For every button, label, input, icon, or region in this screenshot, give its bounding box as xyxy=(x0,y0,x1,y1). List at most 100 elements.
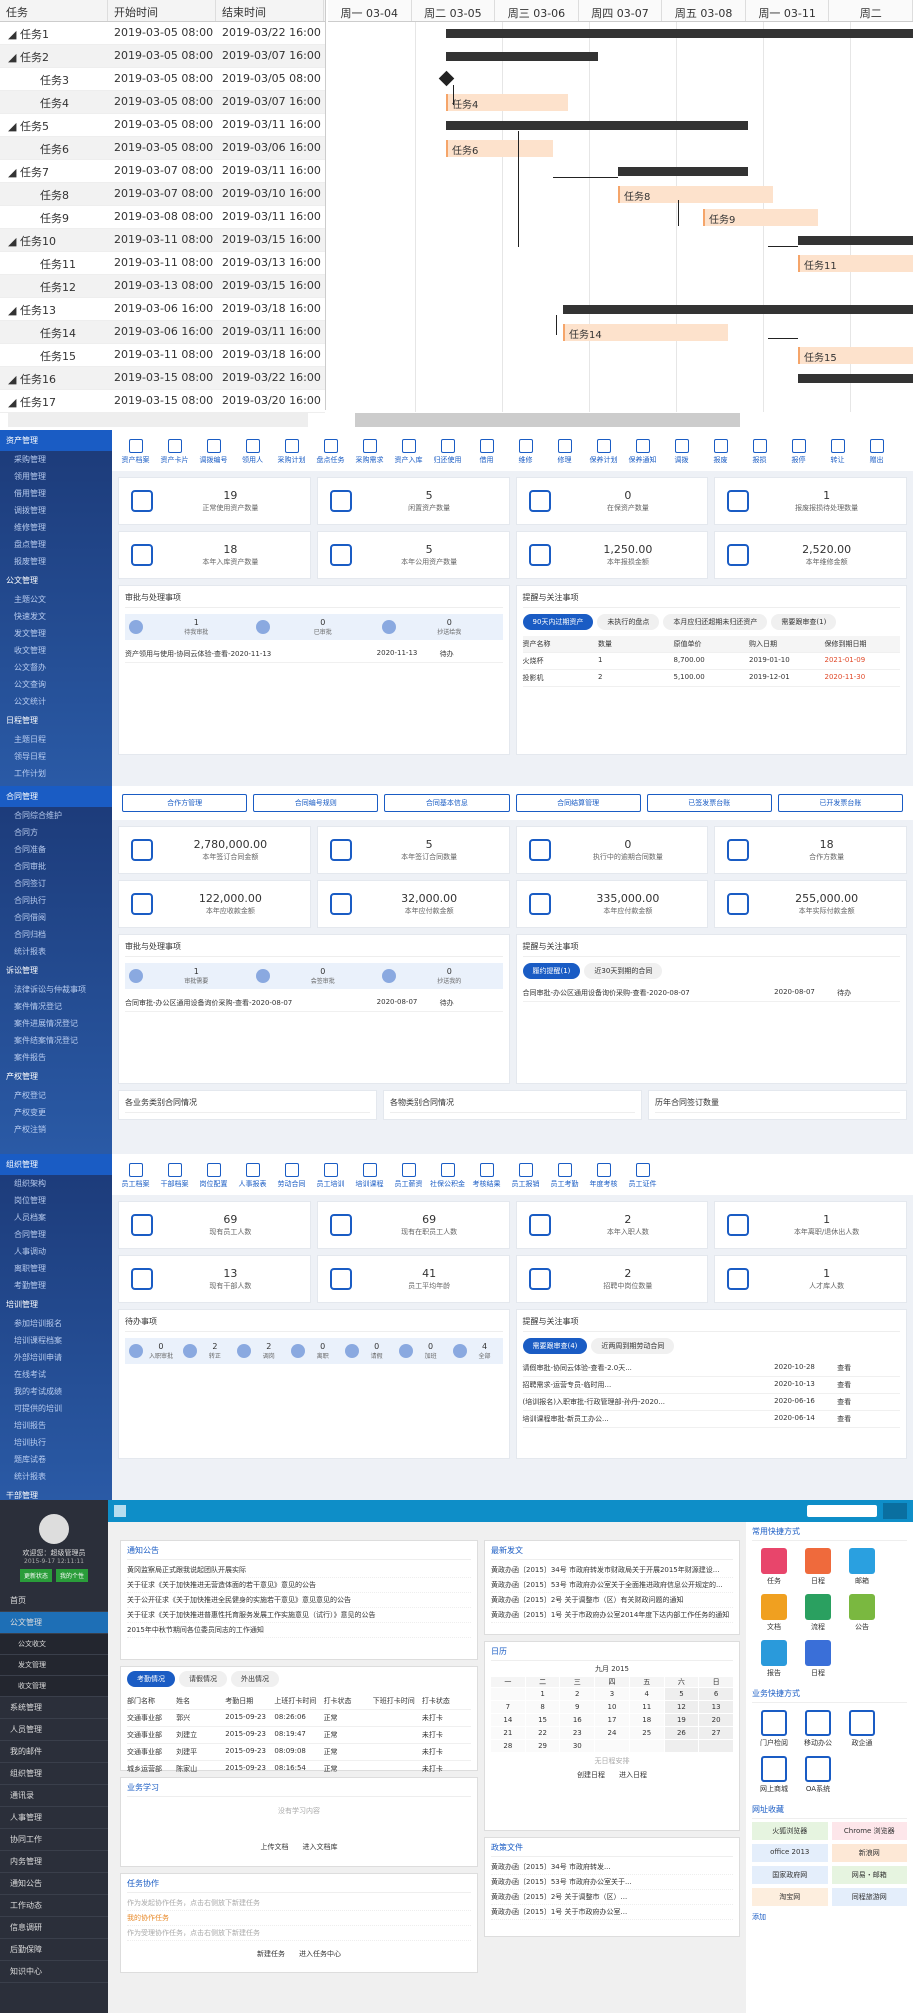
gantt-table-scrollbar[interactable] xyxy=(8,413,308,427)
sidebar-item[interactable]: 主题公文 xyxy=(14,595,46,604)
gantt-row[interactable]: ◢ 任务16 2019-03-15 08:00 2019-03/22 16:00 xyxy=(0,367,325,390)
sidebar-item[interactable]: 调拨管理 xyxy=(14,506,46,515)
sidebar-item[interactable]: 人员管理 xyxy=(0,1719,108,1741)
sidebar-item[interactable]: 诉讼管理 xyxy=(6,966,38,975)
sidebar-item[interactable]: 合同方 xyxy=(14,828,38,837)
todo-stat[interactable]: 0 加班 xyxy=(398,1342,445,1360)
add-link-button[interactable]: 添加 xyxy=(752,1913,766,1921)
calendar-day[interactable]: 24 xyxy=(595,1727,629,1739)
doc-library-button[interactable]: 进入文档库 xyxy=(302,1843,338,1851)
gantt-row[interactable]: 任务11 2019-03-11 08:00 2019-03/13 16:00 xyxy=(0,252,325,275)
toolbar-item[interactable]: 报停 xyxy=(779,436,818,465)
gantt-row[interactable]: 任务3 2019-03-05 08:00 2019-03/05 08:00 xyxy=(0,68,325,91)
sidebar-item[interactable]: 案件情况登记 xyxy=(14,1002,62,1011)
bookmark-link[interactable]: 淘宝网 xyxy=(752,1888,828,1906)
sidebar-item[interactable]: 发文管理 xyxy=(0,1655,108,1676)
menu-icon[interactable] xyxy=(114,1505,126,1517)
stat-card[interactable]: 18 合作方数量 xyxy=(714,826,907,874)
sidebar-item[interactable]: 合同借阅 xyxy=(14,913,46,922)
shortcut-tile[interactable]: OA系统 xyxy=(802,1756,834,1794)
sidebar-item[interactable]: 发文管理 xyxy=(14,629,46,638)
stat-card[interactable]: 5 本年签订合同数量 xyxy=(316,826,510,874)
calendar-day[interactable]: 4 xyxy=(629,1688,664,1700)
sidebar-item[interactable]: 工作计划 xyxy=(14,769,46,778)
toolbar-item[interactable]: 采购需求 xyxy=(350,436,389,465)
stat-card[interactable]: 13 现有干部人数 xyxy=(118,1255,311,1303)
sidebar-item[interactable]: 培训报告 xyxy=(14,1421,46,1430)
gantt-row[interactable]: 任务12 2019-03-13 08:00 2019-03/15 16:00 xyxy=(0,275,325,298)
calendar-day[interactable]: 21 xyxy=(491,1727,525,1739)
sidebar-item[interactable]: 合同管理 xyxy=(14,1230,46,1239)
calendar-day[interactable]: 23 xyxy=(560,1727,595,1739)
toolbar-item[interactable]: 盘点任务 xyxy=(311,436,350,465)
todo-stat[interactable]: 0 入职审批 xyxy=(129,1342,175,1360)
tab[interactable]: 需要跟审查(1) xyxy=(771,614,837,630)
toolbar-item[interactable]: 劳动合同 xyxy=(272,1160,311,1189)
list-item[interactable]: 我的协作任务 xyxy=(127,1911,471,1926)
table-row[interactable]: 投影机 2 5,100.00 2019-12-01 2020-11-30 xyxy=(522,670,900,687)
gantt-row[interactable]: 任务14 2019-03-06 16:00 2019-03/11 16:00 xyxy=(0,321,325,344)
task-bar[interactable]: 任务4 xyxy=(446,94,568,111)
sidebar-item[interactable]: 通知公告 xyxy=(0,1873,108,1895)
todo-stat[interactable]: 1 待我审批 xyxy=(129,618,246,636)
gantt-row[interactable]: 任务6 2019-03-05 08:00 2019-03/06 16:00 xyxy=(0,137,325,160)
sidebar-item[interactable]: 内务管理 xyxy=(0,1851,108,1873)
file-item[interactable]: 黄政办函〔2015〕2号 关于调整市（区）... xyxy=(491,1890,733,1905)
toolbar-item[interactable]: 社保公积金 xyxy=(428,1160,467,1189)
sidebar-item[interactable]: 法律诉讼与仲裁事项 xyxy=(14,985,86,994)
sidebar-item[interactable]: 培训管理 xyxy=(6,1300,38,1309)
sidebar-item[interactable]: 后勤保障 xyxy=(0,1939,108,1961)
calendar-day[interactable]: 10 xyxy=(595,1701,629,1713)
sidebar-item[interactable]: 公文查询 xyxy=(14,680,46,689)
task-center-button[interactable]: 进入任务中心 xyxy=(299,1950,341,1958)
sidebar-item[interactable]: 产权登记 xyxy=(14,1091,46,1100)
todo-stat[interactable]: 2 转正 xyxy=(182,1342,229,1360)
table-row[interactable]: 交通事业部 刘建平 2015-09-23 08:09:08 正常 未打卡 xyxy=(127,1744,471,1761)
sidebar-item[interactable]: 信息调研 xyxy=(0,1917,108,1939)
list-item[interactable]: 招聘需求-运营专员-临时用... 2020-10-13 查看 xyxy=(522,1377,900,1394)
file-item[interactable]: 黄政办函〔2015〕1号 关于市政府办公室... xyxy=(491,1905,733,1920)
sidebar-item[interactable]: 产权管理 xyxy=(6,1072,38,1081)
stat-card[interactable]: 32,000.00 本年应付款金额 xyxy=(316,880,510,928)
stat-card[interactable]: 18 本年入库资产数量 xyxy=(118,531,311,579)
calendar-day[interactable]: 25 xyxy=(629,1727,664,1739)
toolbar-item[interactable]: 赠出 xyxy=(857,436,896,465)
sidebar-item[interactable]: 收文管理 xyxy=(0,1676,108,1697)
module-button[interactable]: 已签发票台账 xyxy=(646,794,772,812)
stat-card[interactable]: 1 本年离职/退休出人数 xyxy=(714,1201,907,1249)
logout-icon[interactable] xyxy=(883,1503,907,1519)
new-task-button[interactable]: 新建任务 xyxy=(257,1950,285,1958)
calendar-day[interactable]: 8 xyxy=(525,1701,560,1713)
table-row[interactable]: 火烧杯 1 8,700.00 2019-01-10 2021-01-09 xyxy=(522,653,900,670)
toolbar-item[interactable]: 保养计划 xyxy=(584,436,623,465)
tab[interactable]: 请假情况 xyxy=(179,1671,227,1687)
list-item[interactable]: (培训报名)入职审批-行政管理部-孙丹-2020... 2020-06-16 查看 xyxy=(522,1394,900,1411)
sidebar-item[interactable]: 合同准备 xyxy=(14,845,46,854)
notice-item[interactable]: 关于征求《关于加快推进普惠性托育服务发展工作实施意见（试行）》意见的公告 xyxy=(127,1608,471,1623)
create-schedule-button[interactable]: 创建日程 xyxy=(577,1771,605,1779)
calendar-day[interactable]: 7 xyxy=(491,1701,525,1713)
gantt-row[interactable]: ◢ 任务10 2019-03-11 08:00 2019-03/15 16:00 xyxy=(0,229,325,252)
summary-bar[interactable] xyxy=(446,29,913,38)
todo-stat[interactable]: 1 审批需要 xyxy=(129,967,246,985)
task-bar[interactable]: 任务14 xyxy=(563,324,728,341)
toolbar-item[interactable]: 采购计划 xyxy=(272,436,311,465)
gantt-row[interactable]: ◢ 任务17 2019-03-15 08:00 2019-03/20 16:00 xyxy=(0,390,325,413)
toolbar-item[interactable]: 转让 xyxy=(818,436,857,465)
sidebar-item[interactable]: 合同管理 xyxy=(0,786,112,807)
sidebar-item[interactable]: 工作动态 xyxy=(0,1895,108,1917)
toolbar-item[interactable]: 员工档案 xyxy=(116,1160,155,1189)
task-bar[interactable]: 任务6 xyxy=(446,140,553,157)
sidebar-item[interactable]: 公文收文 xyxy=(0,1634,108,1655)
sidebar-item[interactable]: 我的考试成绩 xyxy=(14,1387,62,1396)
toolbar-item[interactable]: 年度考核 xyxy=(584,1160,623,1189)
bookmark-link[interactable]: 国家政府网 xyxy=(752,1866,828,1884)
gantt-row[interactable]: ◢ 任务13 2019-03-06 16:00 2019-03/18 16:00 xyxy=(0,298,325,321)
tab[interactable]: 外出情况 xyxy=(231,1671,279,1687)
toolbar-item[interactable]: 资产卡片 xyxy=(155,436,194,465)
stat-card[interactable]: 19 正常使用资产数量 xyxy=(118,477,311,525)
sidebar-item[interactable]: 合同归档 xyxy=(14,930,46,939)
bookmark-link[interactable]: Chrome 浏览器 xyxy=(831,1822,907,1840)
toolbar-item[interactable]: 保养通知 xyxy=(623,436,662,465)
stat-card[interactable]: 69 现有在职员工人数 xyxy=(316,1201,510,1249)
